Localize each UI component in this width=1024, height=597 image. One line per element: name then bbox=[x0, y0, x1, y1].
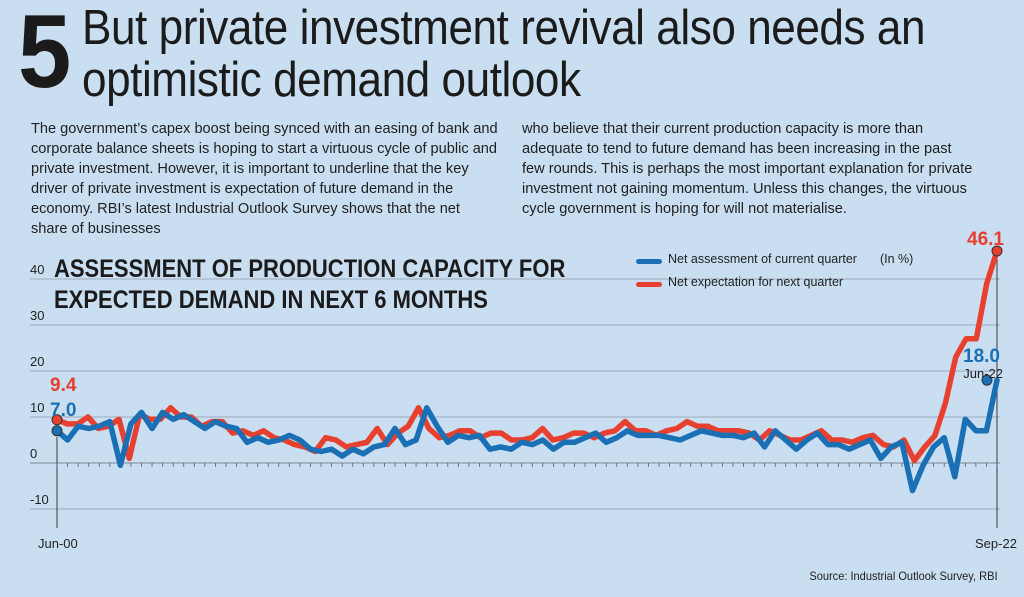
chart-unit: (In %) bbox=[880, 252, 914, 266]
y-tick-label: 40 bbox=[30, 262, 44, 277]
section-number: 5 bbox=[18, 0, 71, 110]
y-tick-label: -10 bbox=[30, 492, 49, 507]
headline-line-2: optimistic demand outlook bbox=[82, 53, 581, 107]
chart-title: ASSESSMENT OF PRODUCTION CAPACITY FOR EX… bbox=[54, 254, 565, 316]
legend-label-expectation: Net expectation for next quarter bbox=[668, 275, 844, 289]
end-label-current: 18.0 bbox=[963, 346, 1000, 367]
end-label-expectation: 46.1 bbox=[967, 229, 1004, 250]
headline-line-1: But private investment revival also need… bbox=[82, 1, 926, 55]
end-point-current bbox=[981, 374, 993, 386]
headline: But private investment revival also need… bbox=[82, 2, 928, 106]
chart-lines bbox=[54, 248, 1000, 494]
body-column-2: who believe that their current productio… bbox=[522, 120, 973, 217]
series-line-current bbox=[54, 377, 1000, 494]
chart-title-line-1: ASSESSMENT OF PRODUCTION CAPACITY FOR bbox=[54, 255, 566, 283]
y-tick-label: 30 bbox=[30, 308, 44, 323]
start-label-current: 7.0 bbox=[50, 400, 76, 421]
legend-swatch-current bbox=[636, 259, 662, 264]
y-tick-label: 20 bbox=[30, 354, 44, 369]
start-point-current bbox=[51, 425, 63, 437]
source-note: Source: Industrial Outlook Survey, RBI bbox=[809, 569, 998, 583]
start-label-expectation: 9.4 bbox=[50, 375, 77, 396]
x-label-end: Sep-22 bbox=[975, 536, 1017, 551]
y-tick-label: 0 bbox=[30, 446, 37, 461]
start-point-expectation bbox=[51, 414, 63, 426]
body-column-1: The government’s capex boost being synce… bbox=[31, 120, 498, 237]
y-tick-label: 10 bbox=[30, 400, 44, 415]
chart-title-line-2: EXPECTED DEMAND IN NEXT 6 MONTHS bbox=[54, 286, 488, 314]
end-date-label-current: Jun-22 bbox=[963, 366, 1003, 381]
legend-swatch-expectation bbox=[636, 282, 662, 287]
y-axis-ticks: -10 0 10 20 30 40 Jun-00 Sep-22 bbox=[30, 262, 1017, 551]
legend-label-current: Net assessment of current quarter bbox=[668, 252, 857, 266]
x-label-start: Jun-00 bbox=[38, 536, 78, 551]
end-point-expectation bbox=[991, 245, 1003, 257]
